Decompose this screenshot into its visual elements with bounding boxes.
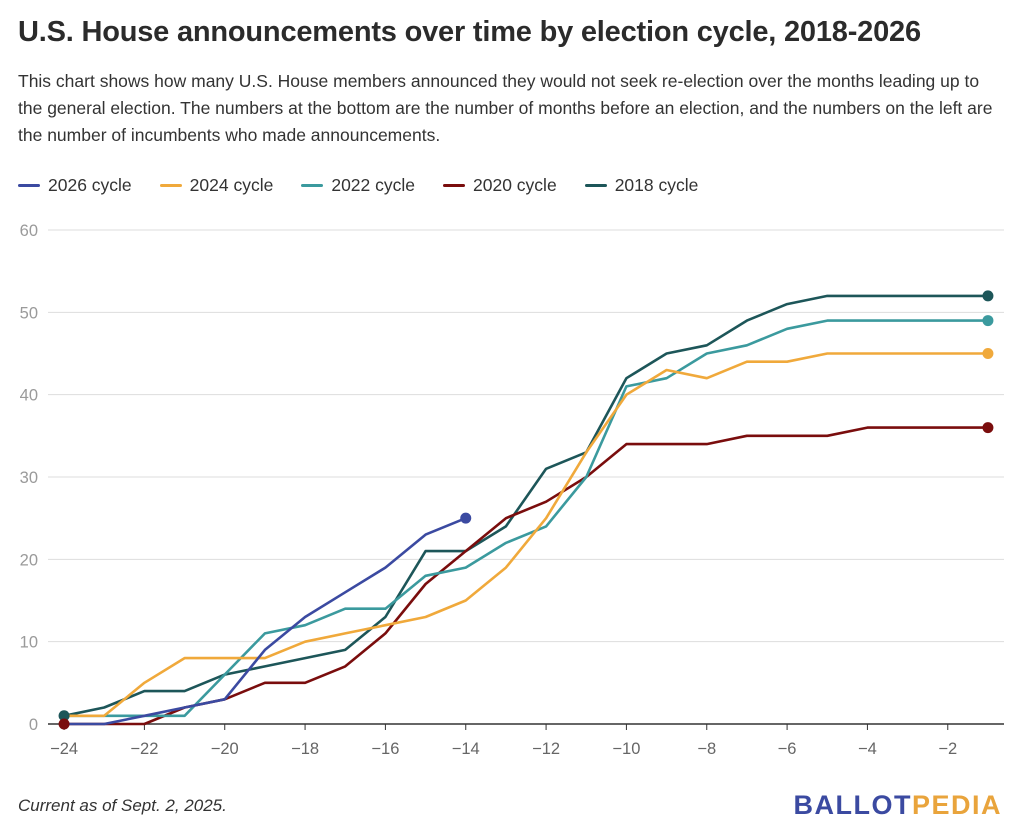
legend-swatch xyxy=(443,183,466,187)
x-tick-label: −16 xyxy=(371,740,399,758)
x-tick-label: −10 xyxy=(612,740,640,758)
x-tick-label: −8 xyxy=(697,740,716,758)
line-chart: 0 10 20 30 40 50 60 −24 −22 −20 −18 −16 −14 −12 −10 −8 −… xyxy=(20,222,1004,758)
x-tick-label: −6 xyxy=(778,740,797,758)
chart-legend: 2026 cycle 2024 cycle 2022 cycle 2020 cycle… xyxy=(18,174,698,196)
x-tick-label: −2 xyxy=(938,740,957,758)
legend-swatch xyxy=(18,183,40,187)
x-tick-label: −14 xyxy=(452,740,480,758)
start-point xyxy=(58,718,70,730)
x-tick-label: −12 xyxy=(532,740,560,758)
legend-swatch xyxy=(584,183,607,187)
ballotpedia-logo: BALLOTPEDIA xyxy=(793,790,1002,821)
end-point xyxy=(982,315,994,327)
start-point xyxy=(58,710,70,722)
y-tick-label: 0 xyxy=(29,716,38,734)
legend-label: 2026 cycle xyxy=(48,174,132,195)
logo-part-1: BALLOT xyxy=(793,790,912,820)
series-line xyxy=(62,516,468,726)
end-point xyxy=(982,422,994,434)
legend-item: 2022 cycle xyxy=(301,175,415,196)
legend-item: 2026 cycle xyxy=(18,175,132,196)
legend-label: 2018 cycle xyxy=(614,174,699,195)
legend-label: 2024 cycle xyxy=(189,174,274,195)
end-point xyxy=(982,290,994,302)
x-tick-label: −18 xyxy=(291,740,319,758)
end-point xyxy=(982,348,994,359)
logo-part-2: PEDIA xyxy=(911,790,1002,820)
x-tick-label: −4 xyxy=(858,740,877,758)
y-tick-label: 20 xyxy=(20,551,38,569)
footnote: Current as of Sept. 2, 2025. xyxy=(18,796,227,815)
x-tick-label: −20 xyxy=(211,740,239,758)
legend-swatch xyxy=(301,183,324,187)
y-tick-label: 50 xyxy=(20,304,38,322)
legend-item: 2018 cycle xyxy=(584,174,699,196)
y-tick-label: 60 xyxy=(20,222,38,240)
series-line xyxy=(62,294,990,718)
legend-item: 2024 cycle xyxy=(159,174,274,196)
chart-title: U.S. House announcements over time by el… xyxy=(18,16,921,48)
y-tick-label: 40 xyxy=(20,387,38,405)
chart-subtitle: This chart shows how many U.S. House mem… xyxy=(18,71,993,145)
series-line xyxy=(62,426,990,726)
series-line xyxy=(62,352,990,718)
legend-label: 2022 cycle xyxy=(331,174,416,195)
legend-item: 2020 cycle xyxy=(443,175,557,196)
end-point xyxy=(460,512,472,524)
y-tick-label: 10 xyxy=(20,634,38,652)
legend-label: 2020 cycle xyxy=(473,174,557,195)
legend-swatch xyxy=(159,183,182,187)
x-tick-label: −24 xyxy=(50,740,78,758)
y-tick-label: 30 xyxy=(20,469,38,487)
series-line xyxy=(62,319,990,718)
x-tick-label: −22 xyxy=(130,740,158,758)
